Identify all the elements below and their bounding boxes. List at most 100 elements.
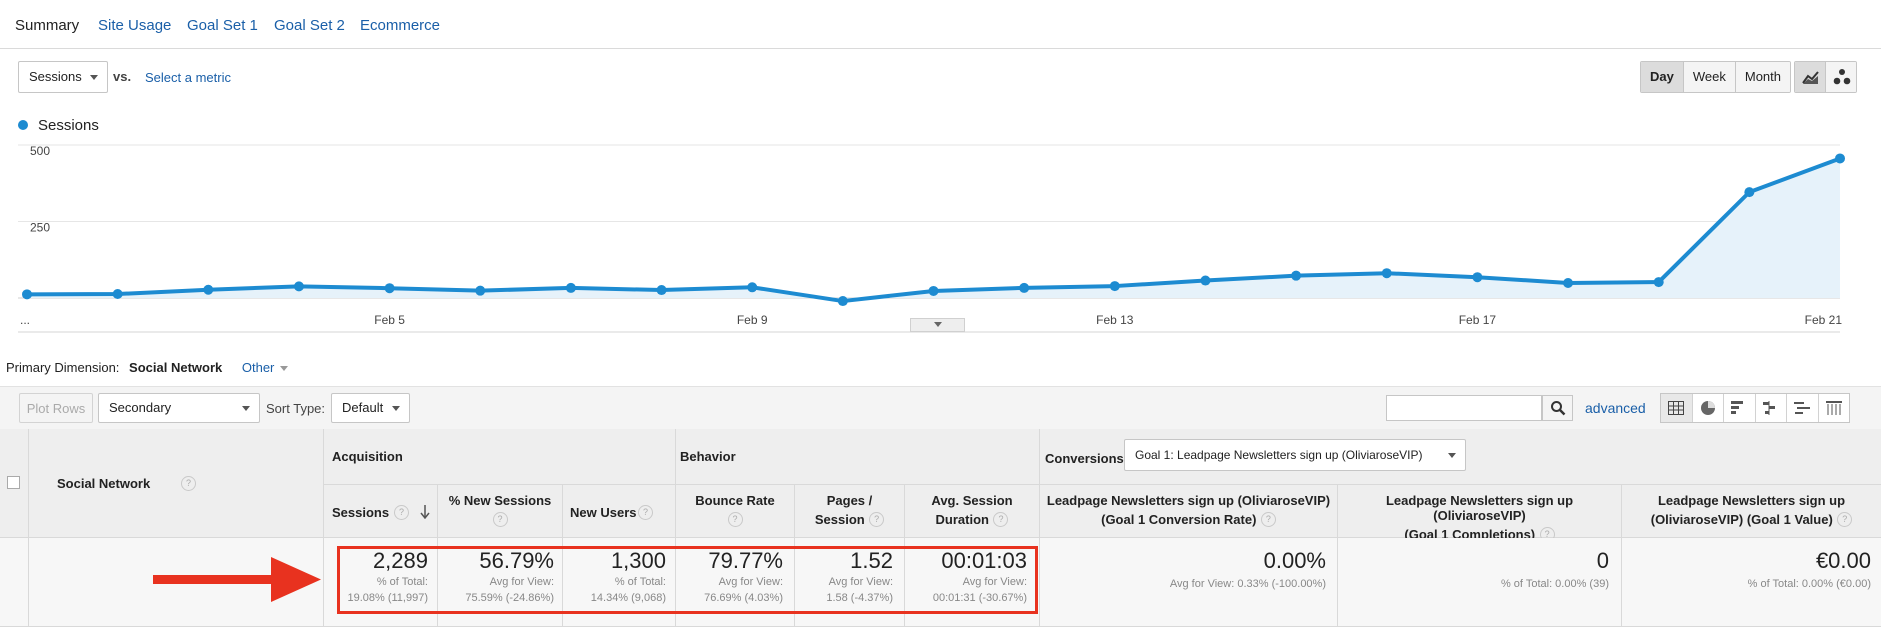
select-all-checkbox[interactable] — [7, 476, 20, 489]
total-goal-rate-sub1: Avg for View: 0.33% (-100.00%) — [1169, 578, 1326, 590]
primary-dimension-label: Primary Dimension: — [6, 360, 120, 375]
duration-header-label-1: Avg. Session — [931, 493, 1013, 508]
data-point — [384, 283, 395, 294]
question-icon[interactable]: ? — [993, 512, 1009, 528]
search-button[interactable] — [1542, 395, 1573, 421]
question-icon[interactable]: ? — [492, 512, 508, 527]
secondary-dimension-dropdown[interactable]: Secondary dimension — [98, 393, 260, 443]
advanced-filter-link[interactable]: advanced — [1585, 400, 1646, 416]
other-dimension-label: Other — [241, 360, 275, 375]
total-new-sessions-cell: 56.79% Avg for View: 75.59% (-24.86%) — [438, 538, 563, 627]
motion-chart-icon[interactable] — [1826, 62, 1856, 92]
total-pages-cell: 1.52 Avg for View: 1.58 (-4.37%) — [795, 538, 905, 627]
comparison-view-icon[interactable] — [1756, 394, 1787, 422]
chevron-down-icon — [280, 366, 289, 372]
new-sessions-column-header[interactable]: % New Sessions ? — [438, 485, 563, 538]
sessions-column-header[interactable]: Sessions ? — [324, 485, 438, 538]
new-users-header-label: New Users — [570, 505, 637, 520]
sort-type-value: Default — [342, 400, 384, 415]
bounce-rate-header-label: Bounce Rate — [695, 493, 775, 508]
primary-dimension-bar: Primary Dimension: Social Network Other — [6, 360, 289, 375]
data-point — [203, 284, 214, 295]
bounce-rate-column-header[interactable]: Bounce Rate ? — [676, 485, 795, 538]
total-pages-value: 1.52 — [850, 548, 893, 573]
search-icon — [1551, 401, 1566, 416]
goal-rate-header-label-1: Leadpage Newsletters sign up (Oliviarose… — [1046, 493, 1331, 508]
duration-column-header[interactable]: Avg. Session Duration ? — [905, 485, 1040, 538]
goal-select-dropdown[interactable]: Goal 1: Leadpage Newsletters sign up (Ol… — [1124, 439, 1466, 471]
primary-dimension-value[interactable]: Social Network — [129, 360, 223, 375]
question-icon[interactable]: ? — [181, 476, 196, 491]
data-point — [1835, 153, 1845, 164]
dimension-header-label[interactable]: Social Network — [57, 476, 151, 491]
sort-down-arrow-icon[interactable] — [420, 505, 430, 519]
question-icon[interactable]: ? — [394, 505, 409, 520]
goal-rate-column-header[interactable]: Leadpage Newsletters sign up (Oliviarose… — [1040, 485, 1338, 538]
total-goal-value-sub1: % of Total: 0.00% (€0.00) — [1747, 578, 1871, 590]
conversions-label: Conversions — [1045, 451, 1124, 466]
data-point — [1200, 275, 1211, 286]
period-week-button[interactable]: Week — [1683, 62, 1736, 92]
table-view-icon[interactable] — [1661, 394, 1693, 422]
total-bounce-rate-cell: 79.77% Avg for View: 76.69% (4.03%) — [676, 538, 795, 627]
total-duration-sub1: Avg for View: — [962, 576, 1027, 588]
total-duration-cell: 00:01:03 Avg for View: 00:01:31 (-30.67%… — [905, 538, 1040, 627]
question-icon[interactable]: ? — [1837, 512, 1853, 528]
question-icon[interactable]: ? — [1260, 512, 1276, 528]
table-search-input[interactable] — [1386, 395, 1542, 421]
pie-view-icon[interactable] — [1693, 394, 1724, 422]
other-dimension-link[interactable]: Other — [241, 360, 289, 375]
data-point — [747, 282, 758, 293]
tab-goal-set-1[interactable]: Goal Set 1 — [187, 17, 258, 34]
total-new-sessions-value: 56.79% — [479, 548, 554, 573]
total-goal-value-value: €0.00 — [1815, 548, 1871, 573]
chevron-down-icon — [392, 406, 400, 411]
term-cloud-icon[interactable] — [1787, 394, 1819, 422]
question-icon[interactable]: ? — [869, 512, 885, 528]
metric-dropdown-label: Sessions — [29, 69, 82, 84]
select-metric-link[interactable]: Select a metric — [145, 70, 231, 85]
new-users-column-header[interactable]: New Users ? — [563, 485, 676, 538]
data-point — [565, 282, 576, 293]
chevron-down-icon — [934, 322, 942, 327]
data-point — [1744, 187, 1755, 198]
behavior-group-header: Behavior — [676, 429, 1040, 485]
chevron-down-icon — [1448, 453, 1456, 458]
data-point — [837, 296, 848, 307]
data-point — [112, 289, 123, 300]
totals-row-label-cell — [29, 538, 324, 627]
question-icon[interactable]: ? — [727, 512, 743, 527]
total-new-users-value: 1,300 — [610, 548, 666, 573]
total-goal-completions-sub1: % of Total: 0.00% (39) — [1500, 578, 1609, 590]
line-chart-icon[interactable] — [1795, 62, 1826, 92]
pivot-view-icon[interactable] — [1819, 394, 1850, 422]
total-pages-sub2: 1.58 (-4.37%) — [826, 592, 893, 604]
total-sessions-sub1: % of Total: — [376, 576, 428, 588]
sort-type-dropdown[interactable]: Default — [331, 393, 410, 423]
period-month-button[interactable]: Month — [1735, 62, 1790, 92]
pages-session-column-header[interactable]: Pages / Session ? — [795, 485, 905, 538]
goal-value-column-header[interactable]: Leadpage Newsletters sign up (Oliviarose… — [1622, 485, 1881, 538]
red-arrow-icon — [153, 557, 321, 602]
total-new-users-sub1: % of Total: — [614, 576, 666, 588]
tab-goal-set-2[interactable]: Goal Set 2 — [274, 17, 345, 34]
total-new-sessions-sub2: 75.59% (-24.86%) — [465, 592, 554, 604]
goal-completions-column-header[interactable]: Leadpage Newsletters sign up (Oliviarose… — [1338, 485, 1622, 543]
acquisition-label: Acquisition — [332, 449, 403, 464]
metric-dropdown[interactable]: Sessions — [18, 61, 108, 93]
tab-site-usage[interactable]: Site Usage — [98, 17, 172, 34]
conversions-group-header: Conversions Goal 1: Leadpage Newsletters… — [1040, 429, 1881, 485]
vs-label: vs. — [113, 69, 132, 84]
x-tick-label: Feb 13 — [1096, 313, 1134, 327]
tab-summary[interactable]: Summary — [15, 17, 80, 34]
data-point — [928, 285, 939, 296]
sessions-chart: 500 250... Feb 5 Feb 9 Feb 13 Feb 17 Feb 21 — [18, 144, 1845, 333]
chart-collapse-handle[interactable] — [910, 318, 965, 332]
data-point — [1109, 281, 1120, 292]
period-day-button[interactable]: Day — [1641, 62, 1684, 92]
view-type-group — [1660, 393, 1850, 423]
tab-ecommerce[interactable]: Ecommerce — [360, 17, 441, 34]
bar-view-icon[interactable] — [1724, 394, 1756, 422]
plot-rows-button[interactable]: Plot Rows — [19, 393, 93, 423]
question-icon[interactable]: ? — [638, 505, 653, 520]
